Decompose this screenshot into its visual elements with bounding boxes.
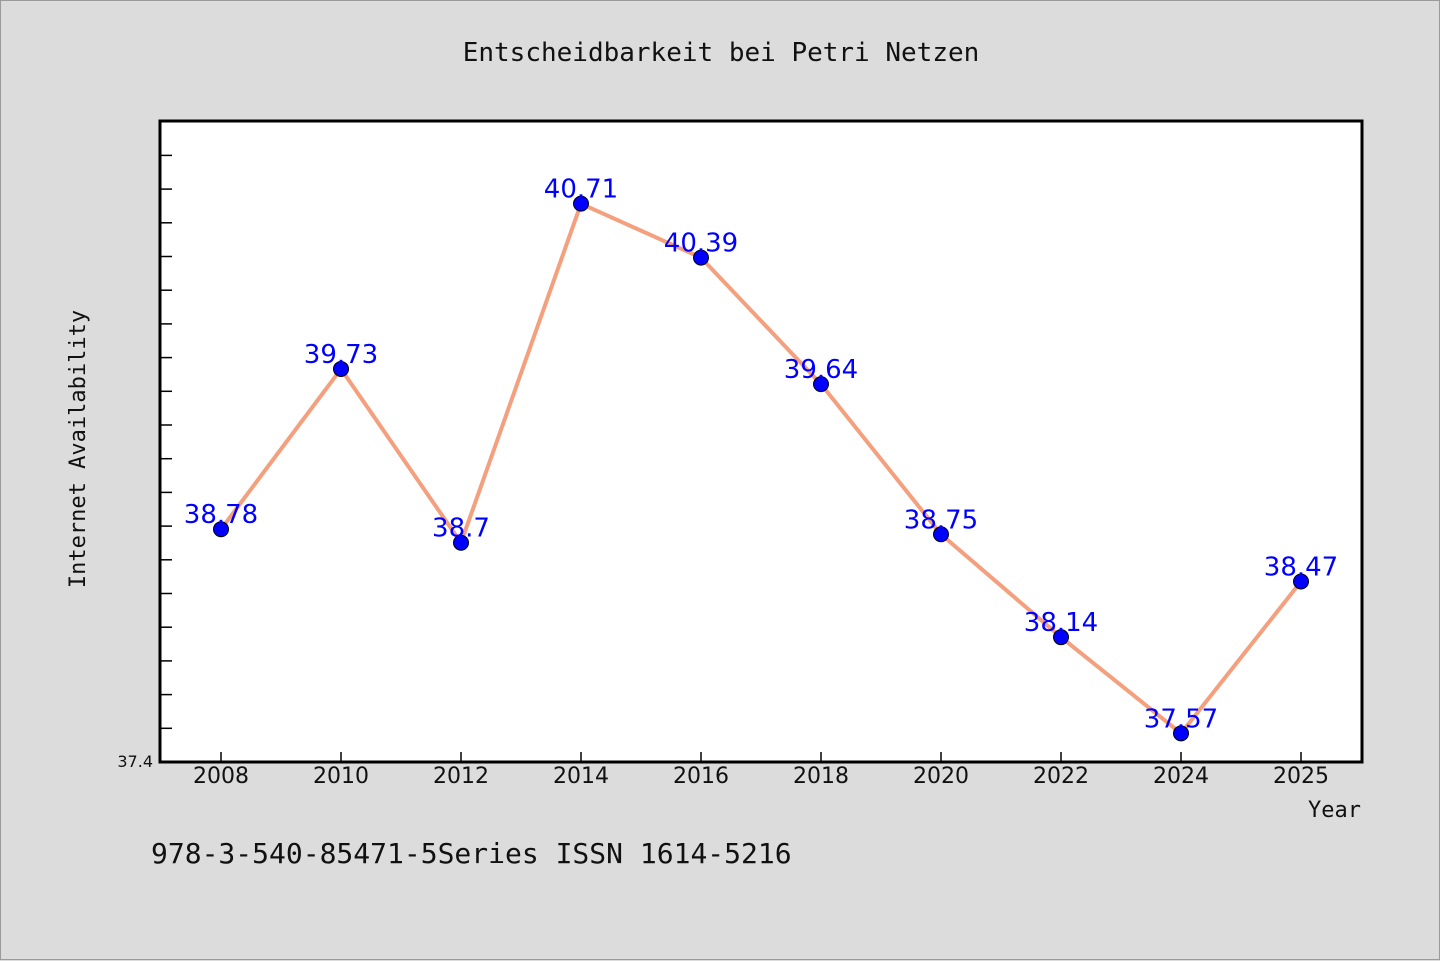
x-tick-label-2025: 2025 <box>1273 764 1329 789</box>
x-axis-label: Year <box>1308 798 1361 823</box>
y-tick-label: 37.4 <box>117 752 153 771</box>
y-tick-labels: 37.4 <box>117 752 153 771</box>
x-tick-label-2008: 2008 <box>193 764 249 789</box>
data-label-2010: 39.73 <box>304 340 378 370</box>
series-line <box>219 201 1303 736</box>
data-label-2008: 38.78 <box>184 500 258 530</box>
data-label-2024: 37.57 <box>1144 704 1218 734</box>
data-label-2022: 38.14 <box>1024 608 1098 638</box>
data-label-2016: 40.39 <box>664 229 738 259</box>
y-axis-label: Internet Availability <box>66 310 91 588</box>
data-point-2014[interactable] <box>573 195 589 212</box>
data-point-2024[interactable] <box>1173 725 1189 742</box>
data-point-2008[interactable] <box>213 521 229 538</box>
x-tick-label-2016: 2016 <box>673 764 729 789</box>
x-tick-label-2024: 2024 <box>1153 764 1209 789</box>
data-label-2012: 38.7 <box>432 514 490 544</box>
chart-title: Entscheidbarkeit bei Petri Netzen <box>463 38 980 68</box>
data-point-2025[interactable] <box>1293 573 1309 590</box>
x-tick-label-2014: 2014 <box>553 764 609 789</box>
x-tick-label-2020: 2020 <box>913 764 969 789</box>
data-point-2012[interactable] <box>453 534 469 551</box>
plot-area <box>160 121 1362 762</box>
x-tick-label-2022: 2022 <box>1033 764 1089 789</box>
data-label-2018: 39.64 <box>784 355 858 385</box>
x-tick-label-2018: 2018 <box>793 764 849 789</box>
x-tick-label-2010: 2010 <box>313 764 369 789</box>
x-tick-labels: 2008 2010 2012 2014 2016 2018 2020 2022 2024 2025 <box>193 764 1329 789</box>
footer-text: 978-3-540-85471-5Series ISSN 1614-5216 <box>151 837 792 870</box>
data-point-2010[interactable] <box>333 360 349 377</box>
data-label-2014: 40.71 <box>544 175 618 205</box>
data-point-2020[interactable] <box>933 526 949 543</box>
data-label-2020: 38.75 <box>904 505 978 535</box>
x-tick-label-2012: 2012 <box>433 764 489 789</box>
data-point-2016[interactable] <box>693 249 709 266</box>
data-labels: 38.78 39.73 38.7 40.71 40.39 39.64 38.75 38.14 3… <box>184 175 1338 735</box>
data-point-2022[interactable] <box>1053 629 1069 646</box>
plot-border <box>158 119 1364 764</box>
data-label-2025: 38.47 <box>1264 553 1338 583</box>
data-point-2018[interactable] <box>813 376 829 393</box>
axis-ticks <box>160 154 1302 763</box>
series-markers <box>213 195 1309 742</box>
series-line-layer <box>219 201 1303 736</box>
